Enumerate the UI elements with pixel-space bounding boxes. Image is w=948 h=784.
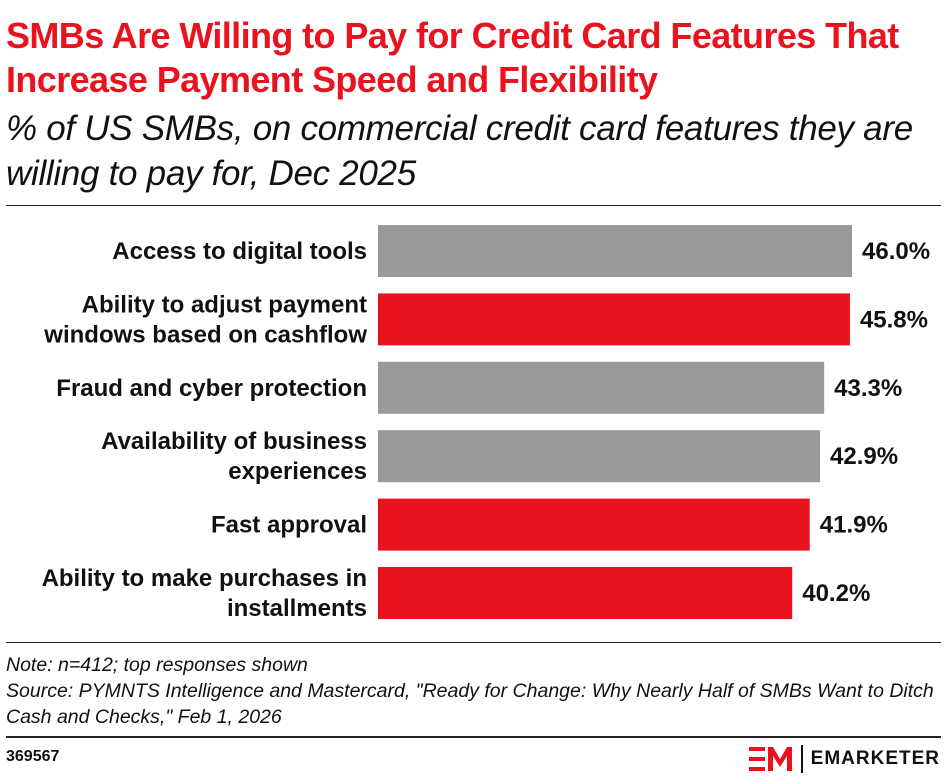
category-label-5-1: installments xyxy=(227,595,367,622)
note-text: Note: n=412; top responses shown xyxy=(6,654,308,676)
bar-1 xyxy=(378,293,850,346)
value-label-5: 40.2% xyxy=(802,580,870,607)
brand: EMARKETER xyxy=(748,744,940,774)
value-label-4: 41.9% xyxy=(820,512,888,539)
source-text: Source: PYMNTS Intelligence and Masterca… xyxy=(6,680,934,728)
category-label-3-0: Availability of business xyxy=(101,428,367,455)
category-label-5-0: Ability to make purchases in xyxy=(42,565,367,592)
chart-notes: Note: n=412; top responses shown Source:… xyxy=(6,652,941,730)
chart-title: SMBs Are Willing to Pay for Credit Card … xyxy=(6,15,899,100)
bar-2 xyxy=(378,361,825,414)
value-label-2: 43.3% xyxy=(834,375,902,402)
category-label-3-1: experiences xyxy=(228,458,367,485)
brand-name: EMARKETER xyxy=(810,748,940,769)
bar-5 xyxy=(378,567,793,619)
footer-divider xyxy=(6,736,941,738)
bar-chart: 46.0% Access to digital tools 45.8% Ability… xyxy=(42,225,930,622)
category-label-2-0: Fraud and cyber protection xyxy=(56,375,367,402)
value-label-1: 45.8% xyxy=(860,306,928,333)
chart-subtitle: % of US SMBs, on commercial credit card … xyxy=(6,109,913,193)
brand-separator xyxy=(800,745,803,773)
category-label-0-0: Access to digital tools xyxy=(112,238,367,265)
bar-3 xyxy=(378,430,821,483)
bottom-divider xyxy=(6,642,941,643)
bar-4 xyxy=(378,498,810,551)
chart-id: 369567 xyxy=(6,748,60,765)
bar-0 xyxy=(378,225,852,277)
em-logo-icon xyxy=(748,747,792,771)
value-label-0: 46.0% xyxy=(862,238,930,265)
value-label-3: 42.9% xyxy=(830,443,898,470)
top-divider xyxy=(6,205,941,206)
category-label-1-0: Ability to adjust payment xyxy=(82,291,367,318)
category-label-1-1: windows based on cashflow xyxy=(43,321,367,348)
category-label-4-0: Fast approval xyxy=(211,512,367,539)
